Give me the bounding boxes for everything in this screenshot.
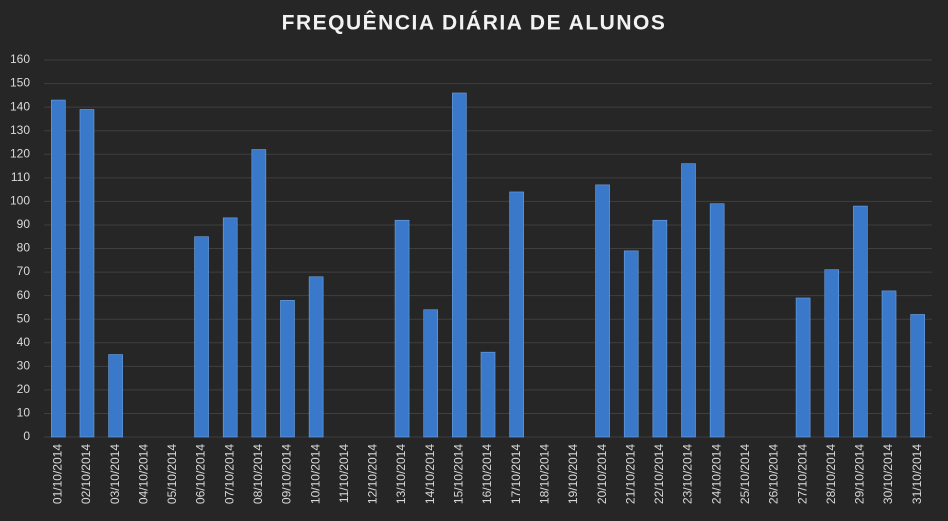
x-tick-label: 02/10/2014 xyxy=(79,444,93,504)
x-tick-label: 27/10/2014 xyxy=(795,444,809,504)
bar xyxy=(51,99,66,438)
x-tick-label: 12/10/2014 xyxy=(366,444,380,504)
x-tick-label: 01/10/2014 xyxy=(50,444,64,504)
x-tick-label: 21/10/2014 xyxy=(623,444,637,504)
x-tick-label: 31/10/2014 xyxy=(910,444,924,504)
bar xyxy=(681,163,696,438)
y-tick-label: 50 xyxy=(17,311,31,325)
x-tick-label: 20/10/2014 xyxy=(595,444,609,504)
x-tick-label: 11/10/2014 xyxy=(337,444,351,503)
x-tick-label: 13/10/2014 xyxy=(394,444,408,504)
y-tick-label: 70 xyxy=(17,264,31,278)
y-tick-label: 30 xyxy=(17,358,31,372)
bar xyxy=(452,92,467,438)
bar xyxy=(394,219,410,438)
bar xyxy=(194,236,209,438)
chart-title: FREQUÊNCIA DIÁRIA DE ALUNOS xyxy=(282,11,667,35)
x-tick-label: 25/10/2014 xyxy=(738,444,752,504)
x-tick-label: 10/10/2014 xyxy=(308,444,322,504)
x-tick-label: 29/10/2014 xyxy=(853,444,867,504)
y-tick-label: 90 xyxy=(17,217,31,231)
y-tick-label: 140 xyxy=(10,99,30,113)
bar xyxy=(709,203,725,438)
y-tick-label: 10 xyxy=(17,406,31,420)
x-tick-label: 14/10/2014 xyxy=(423,444,437,504)
y-tick-label: 20 xyxy=(17,382,31,396)
y-tick-label: 60 xyxy=(17,288,31,302)
bar xyxy=(480,351,496,438)
y-tick-label: 120 xyxy=(10,146,30,160)
x-tick-label: 03/10/2014 xyxy=(108,444,122,504)
x-tick-label: 26/10/2014 xyxy=(767,444,781,504)
x-tick-label: 05/10/2014 xyxy=(165,444,179,504)
y-tick-label: 150 xyxy=(10,76,30,90)
y-tick-label: 40 xyxy=(17,335,31,349)
x-tick-label: 07/10/2014 xyxy=(222,444,236,504)
y-tick-label: 160 xyxy=(10,52,30,66)
x-tick-label: 23/10/2014 xyxy=(681,444,695,504)
bar xyxy=(222,217,238,438)
x-tick-label: 04/10/2014 xyxy=(136,444,150,504)
bar xyxy=(623,250,639,438)
y-tick-label: 0 xyxy=(23,429,30,443)
x-tick-label: 28/10/2014 xyxy=(824,444,838,504)
y-tick-label: 80 xyxy=(17,241,31,255)
bar xyxy=(251,149,267,438)
y-tick-label: 100 xyxy=(10,194,30,208)
x-tick-label: 06/10/2014 xyxy=(194,444,208,504)
x-tick-label: 24/10/2014 xyxy=(709,444,723,504)
bar xyxy=(824,269,840,438)
x-tick-label: 09/10/2014 xyxy=(280,444,294,504)
bar xyxy=(652,219,668,438)
x-tick-label: 15/10/2014 xyxy=(452,444,466,504)
bar xyxy=(509,191,524,438)
bar xyxy=(79,109,95,438)
bar xyxy=(795,297,811,438)
x-tick-label: 19/10/2014 xyxy=(566,444,580,504)
y-tick-label: 130 xyxy=(10,123,30,137)
bar xyxy=(853,205,868,438)
x-tick-label: 30/10/2014 xyxy=(881,444,895,504)
x-tick-label: 16/10/2014 xyxy=(480,444,494,504)
bar xyxy=(595,184,610,438)
x-tick-label: 18/10/2014 xyxy=(537,444,551,504)
bar xyxy=(423,309,439,438)
bar xyxy=(910,314,925,438)
bar xyxy=(308,276,324,438)
x-tick-label: 17/10/2014 xyxy=(509,444,523,504)
bar xyxy=(881,290,897,438)
bar xyxy=(108,354,123,438)
x-tick-label: 08/10/2014 xyxy=(251,444,265,504)
y-tick-label: 110 xyxy=(11,170,30,184)
bar xyxy=(280,300,295,438)
x-tick-label: 22/10/2014 xyxy=(652,444,666,504)
